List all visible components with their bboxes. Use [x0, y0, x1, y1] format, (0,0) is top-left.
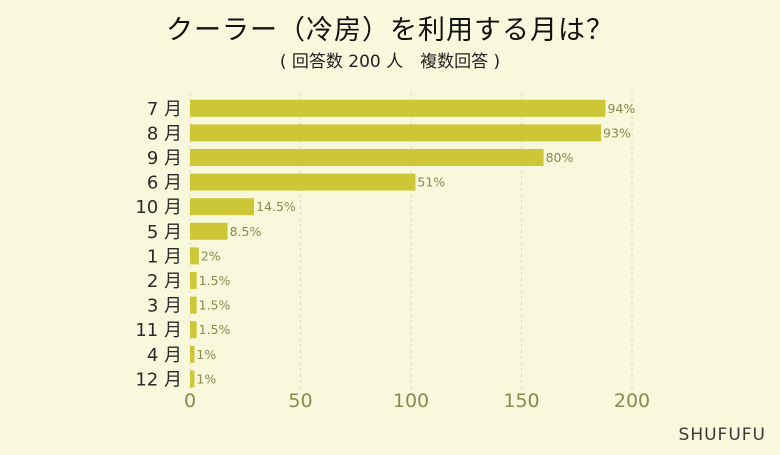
bar	[190, 99, 606, 117]
bar	[190, 321, 197, 339]
chart-title: クーラー（冷房）を利用する月は？	[166, 15, 614, 46]
value-label: 1.5%	[199, 298, 231, 313]
bar	[190, 296, 197, 314]
bar	[190, 370, 195, 388]
value-label: 93%	[603, 125, 631, 140]
category-label: 11 月	[135, 320, 182, 341]
x-tick-label: 100	[393, 390, 429, 412]
value-label: 2%	[201, 248, 221, 263]
category-label: 4 月	[147, 345, 182, 366]
x-tick-label: 0	[184, 390, 196, 412]
bar	[190, 345, 195, 363]
labels: 0 50 100 150 200 7 月 94% 8 月 93% 9 月 80% 6 月 51% 10 月…	[135, 99, 650, 412]
grid-lines	[189, 92, 633, 392]
category-label: 10 月	[135, 197, 182, 218]
category-label: 2 月	[147, 271, 182, 292]
bars	[190, 99, 606, 388]
brand-logo-text: SHUFUFU	[678, 425, 766, 445]
x-tick-label: 50	[288, 390, 312, 412]
chart-subtitle: ( 回答数 200 人 複数回答 )	[279, 52, 501, 72]
value-label: 14.5%	[256, 199, 296, 214]
category-label: 6 月	[147, 173, 182, 194]
category-label: 3 月	[147, 296, 182, 317]
bar	[190, 272, 197, 289]
category-label: 12 月	[135, 369, 182, 390]
category-label: 1 月	[147, 246, 182, 267]
x-tick-label: 150	[503, 390, 539, 412]
x-tick-label: 200	[614, 390, 650, 412]
value-label: 1.5%	[199, 273, 231, 288]
value-label: 1%	[196, 371, 216, 386]
value-label: 80%	[546, 150, 574, 165]
category-label: 7 月	[147, 99, 182, 120]
category-label: 9 月	[147, 148, 182, 169]
value-label: 51%	[417, 175, 445, 190]
bar	[190, 247, 199, 265]
category-label: 8 月	[147, 123, 182, 144]
value-label: 8.5%	[230, 224, 262, 239]
value-label: 1.5%	[199, 322, 231, 337]
bar	[190, 222, 228, 240]
bar	[190, 149, 544, 166]
value-label: 1%	[196, 347, 216, 362]
value-label: 94%	[607, 101, 635, 116]
category-label: 5 月	[147, 222, 182, 243]
bar	[190, 173, 416, 191]
bar	[190, 124, 602, 142]
bar	[190, 198, 255, 216]
